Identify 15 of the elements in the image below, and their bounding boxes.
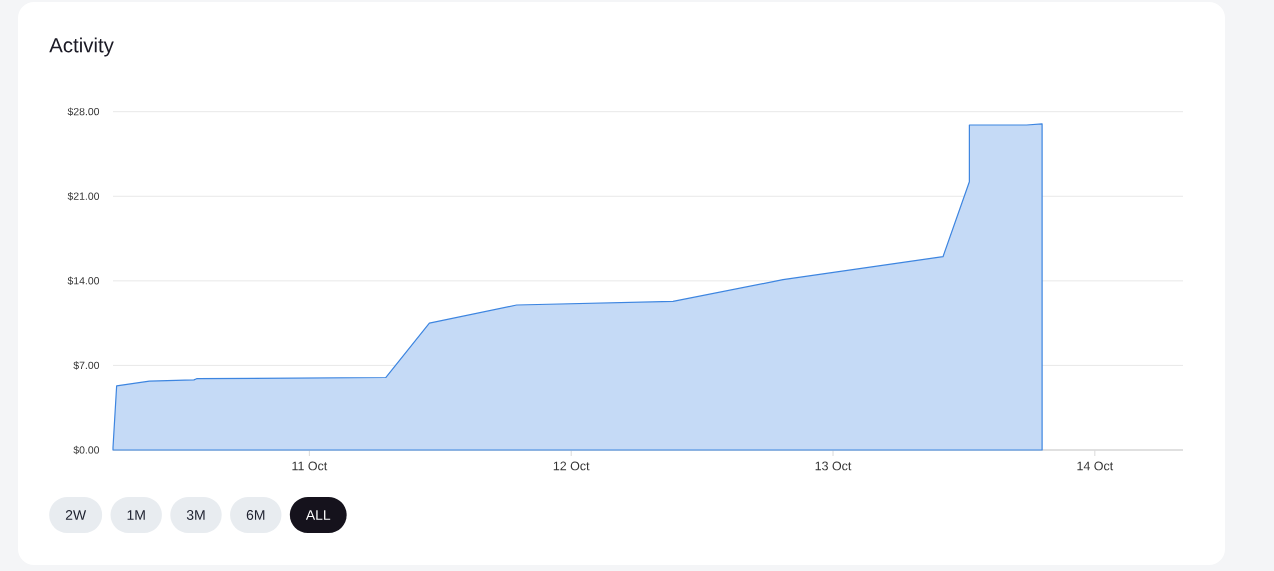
y-tick-label: $28.00 [67, 107, 100, 116]
text: 1M [127, 510, 145, 520]
text: 6M [246, 510, 265, 520]
y-tick-label: $0.00 [73, 445, 100, 455]
x-tick-label: 12 Oct [553, 461, 590, 471]
text: 2W [65, 510, 87, 520]
y-tick-label: $14.00 [67, 276, 100, 286]
x-tick-label: 13 Oct [815, 461, 852, 471]
text: 3M [186, 510, 205, 520]
x-tick-label: 11 Oct [292, 461, 328, 471]
x-tick-label: 14 Oct [1077, 461, 1114, 471]
chart-title: Activity [49, 37, 114, 57]
y-tick-label: $21.00 [67, 192, 100, 201]
text: ALL [305, 510, 331, 520]
y-tick-label: $7.00 [73, 361, 100, 370]
